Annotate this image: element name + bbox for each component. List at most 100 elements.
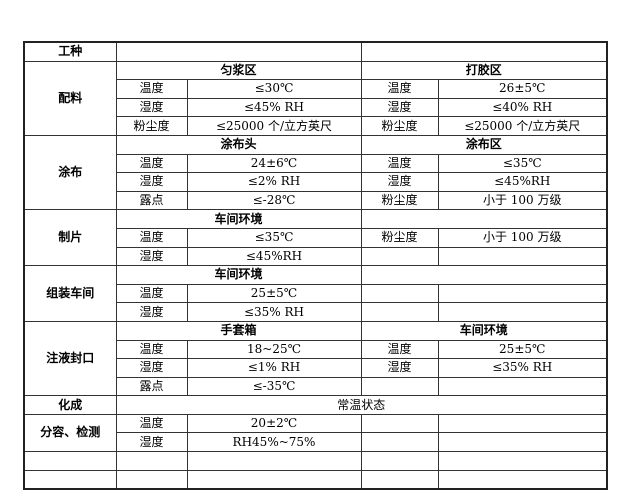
- section-header-cell: 化成: [23, 395, 117, 415]
- table-cell: 温度: [115, 283, 188, 304]
- table-cell: [23, 451, 117, 471]
- section-header-cell: 车间环境: [115, 209, 362, 229]
- table-cell: [437, 469, 608, 490]
- table-row: 组装车间 车间环境: [23, 265, 608, 322]
- table-row: 温度 ≤35℃ 粉尘度 小于 100 万级: [24, 227, 608, 248]
- table-cell: [115, 469, 188, 490]
- table-cell: [360, 283, 439, 304]
- table-cell: 温度: [360, 339, 439, 360]
- table-cell: 粉尘度: [360, 227, 439, 248]
- table-cell: 温度: [115, 79, 188, 99]
- table-cell: [360, 432, 439, 453]
- section-header-cell: 涂布区: [360, 134, 608, 155]
- table-row: 露点 ≤-28℃ 粉尘度 小于 100 万级: [24, 190, 608, 211]
- table-cell: [360, 246, 439, 267]
- table-cell: ≤40% RH: [437, 97, 608, 118]
- table-row: 湿度 ≤2% RH 湿度 ≤45%RH: [24, 172, 608, 192]
- table-cell: ≤45% RH: [186, 97, 362, 118]
- table-cell: [360, 451, 439, 471]
- table-cell: 湿度: [115, 358, 188, 378]
- table-cell: 26±5℃: [437, 79, 608, 99]
- table-cell: [360, 469, 439, 490]
- table-cell: [360, 376, 439, 397]
- table-cell: 湿度: [360, 97, 439, 118]
- table-cell: [115, 41, 362, 62]
- table-row: 温度 18~25℃ 温度 25±5℃: [24, 339, 608, 360]
- table-cell: ≤1% RH: [186, 358, 362, 378]
- table-cell: 常温状态: [115, 395, 608, 415]
- table-cell: 18~25℃: [186, 339, 362, 360]
- table-row: 注液封口 手套箱 车间环境: [23, 320, 608, 397]
- table-row: 粉尘度 ≤25000 个/立方英尺 粉尘度 ≤25000 个/立方英尺: [24, 116, 608, 136]
- table-cell: [23, 469, 117, 490]
- table-row: 露点 ≤-35℃: [24, 376, 608, 397]
- table-cell: ≤2% RH: [186, 172, 362, 192]
- table-cell: [437, 432, 608, 453]
- table-cell: [437, 451, 608, 471]
- table-cell: 粉尘度: [360, 190, 439, 211]
- table-cell: [360, 413, 439, 434]
- table-cell: ≤45%RH: [437, 172, 608, 192]
- table-cell: RH45%~75%: [186, 432, 362, 453]
- table-row: 配料 匀浆区 打胶区: [23, 60, 608, 136]
- table-cell: ≤-35℃: [186, 376, 362, 397]
- table-cell: 温度: [115, 227, 188, 248]
- table-cell: 25±5℃: [437, 339, 608, 360]
- table-cell: 温度: [360, 153, 439, 174]
- table-cell: 温度: [360, 79, 439, 99]
- table-cell: 湿度: [115, 97, 188, 118]
- table-row: 制片 车间环境: [23, 209, 608, 267]
- section-header-cell: 匀浆区: [115, 60, 362, 81]
- section-header-cell: 配料: [23, 60, 117, 136]
- section-header-cell: 车间环境: [360, 320, 608, 341]
- table-cell: 24±6℃: [186, 153, 362, 174]
- table-cell: ≤45%RH: [186, 246, 362, 267]
- section-header-cell: 涂布: [23, 134, 117, 211]
- table-cell: ≤35% RH: [437, 358, 608, 378]
- table-cell: 小于 100 万级: [437, 227, 608, 248]
- table-cell: ≤-28℃: [186, 190, 362, 211]
- table-cell: 湿度: [115, 302, 188, 322]
- table-cell: [437, 302, 608, 322]
- table-row: 湿度 RH45%~75%: [24, 432, 608, 453]
- table-cell: ≤25000 个/立方英尺: [437, 116, 608, 136]
- table-cell: ≤30℃: [186, 79, 362, 99]
- section-header-cell: 手套箱: [115, 320, 362, 341]
- environment-requirements-table: 工种 配料 匀浆区 打胶区 温度 ≤30℃ 温度 26±5℃ 湿度 ≤45% RH 湿度 ≤40% R…: [23, 41, 608, 491]
- table-cell: [115, 451, 188, 471]
- table-cell: 湿度: [115, 172, 188, 192]
- table-cell: 湿度: [360, 172, 439, 192]
- table-row: 湿度 ≤45%RH: [24, 246, 608, 267]
- table-cell: [437, 376, 608, 397]
- table-body: 工种 配料 匀浆区 打胶区 温度 ≤30℃ 温度 26±5℃ 湿度 ≤45% RH 湿度 ≤40% R…: [23, 41, 608, 490]
- table-row: 化成 常温状态: [23, 395, 608, 415]
- table-cell: 露点: [115, 376, 188, 397]
- table-cell: [186, 451, 362, 471]
- table-cell: 湿度: [115, 432, 188, 453]
- table-cell: [360, 209, 608, 229]
- table-cell: ≤35℃: [437, 153, 608, 174]
- table-cell: [186, 469, 362, 490]
- section-header-cell: 涂布头: [115, 134, 362, 155]
- table-cell: 湿度: [360, 358, 439, 378]
- section-header-cell: 分容、检测: [23, 413, 117, 453]
- table-cell: 湿度: [115, 246, 188, 267]
- table-cell: 温度: [115, 153, 188, 174]
- table-cell: ≤35℃: [186, 227, 362, 248]
- table-cell: 小于 100 万级: [437, 190, 608, 211]
- table-cell: [360, 302, 439, 322]
- table-row: 湿度 ≤1% RH 湿度 ≤35% RH: [24, 358, 608, 378]
- section-header-cell: 工种: [23, 41, 117, 62]
- section-header-cell: 车间环境: [115, 265, 362, 285]
- table-row: 温度 24±6℃ 温度 ≤35℃: [24, 153, 608, 174]
- section-header-cell: 制片: [23, 209, 117, 267]
- table-cell: 温度: [115, 413, 188, 434]
- section-header-cell: 打胶区: [360, 60, 608, 81]
- table-cell: ≤25000 个/立方英尺: [186, 116, 362, 136]
- section-header-cell: 组装车间: [23, 265, 117, 322]
- table-row: [23, 469, 608, 490]
- table-row: 涂布 涂布头 涂布区: [23, 134, 608, 211]
- table-cell: 粉尘度: [360, 116, 439, 136]
- table-cell: [437, 413, 608, 434]
- table-cell: 20±2℃: [186, 413, 362, 434]
